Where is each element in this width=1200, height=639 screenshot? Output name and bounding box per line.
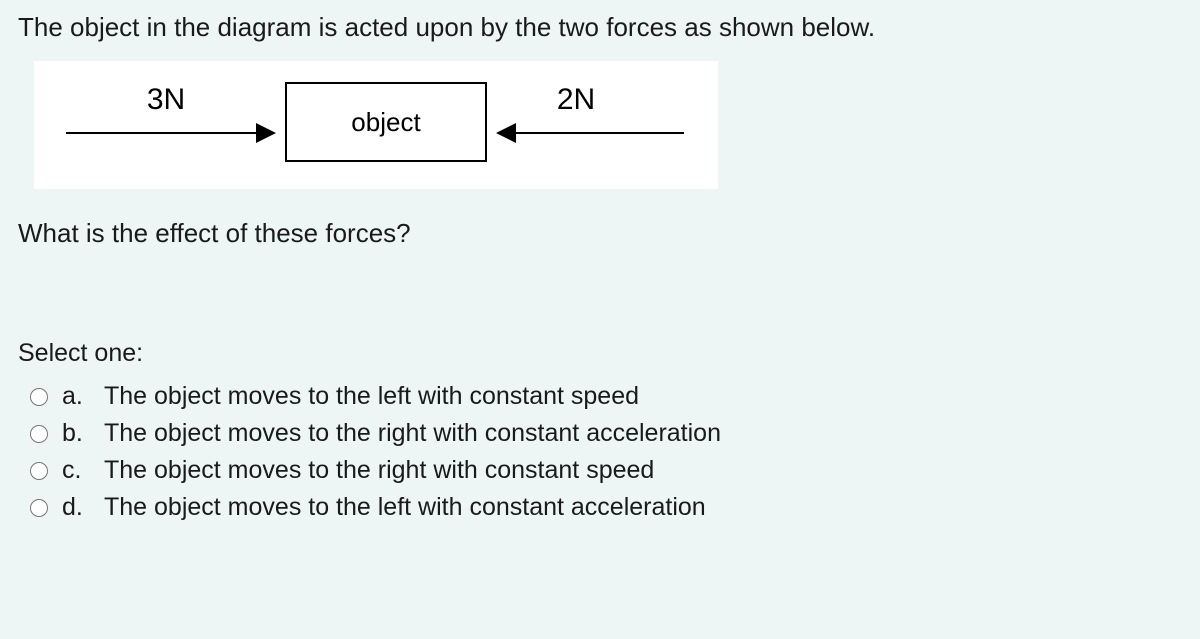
- option-d[interactable]: d. The object moves to the left with con…: [18, 489, 1182, 526]
- answer-block: Select one: a. The object moves to the l…: [18, 339, 1182, 526]
- select-one-label: Select one:: [18, 339, 1182, 368]
- force-diagram: object 3N 2N: [34, 61, 718, 189]
- diagram-svg: object 3N 2N: [56, 73, 696, 173]
- option-b-radio[interactable]: [30, 425, 48, 443]
- option-c-radio[interactable]: [30, 462, 48, 480]
- option-text: The object moves to the right with const…: [104, 419, 721, 448]
- option-a-radio[interactable]: [30, 388, 48, 406]
- question-prompt: What is the effect of these forces?: [18, 218, 1182, 249]
- question-panel: The object in the diagram is acted upon …: [0, 0, 1200, 639]
- option-letter: a.: [62, 382, 90, 411]
- option-letter: b.: [62, 419, 90, 448]
- option-text: The object moves to the left with consta…: [104, 493, 706, 522]
- option-text: The object moves to the left with consta…: [104, 382, 639, 411]
- option-d-radio[interactable]: [30, 499, 48, 517]
- question-intro: The object in the diagram is acted upon …: [18, 12, 1182, 43]
- option-b[interactable]: b. The object moves to the right with co…: [18, 415, 1182, 452]
- right-force-label: 2N: [557, 83, 595, 116]
- left-force-label: 3N: [147, 83, 185, 116]
- option-a[interactable]: a. The object moves to the left with con…: [18, 378, 1182, 415]
- option-letter: c.: [62, 456, 90, 485]
- option-letter: d.: [62, 493, 90, 522]
- option-c[interactable]: c. The object moves to the right with co…: [18, 452, 1182, 489]
- option-text: The object moves to the right with const…: [104, 456, 654, 485]
- object-label: object: [351, 107, 421, 137]
